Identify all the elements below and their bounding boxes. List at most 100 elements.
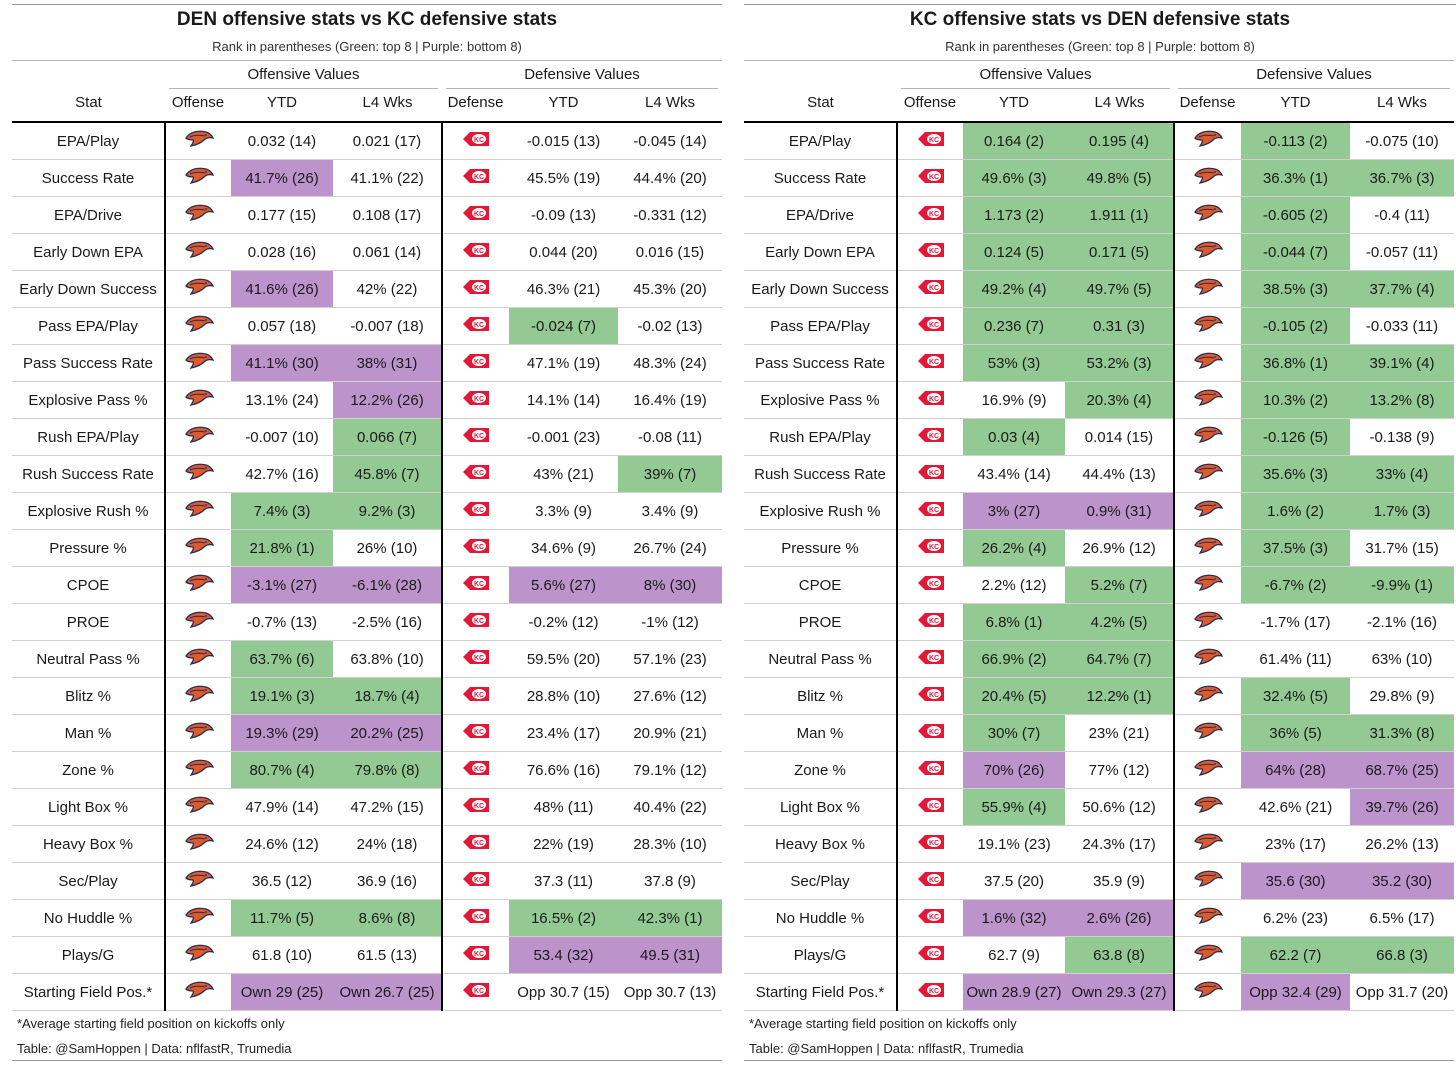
offense-ytd-value: 20.4% (5): [963, 677, 1065, 715]
chiefs-logo: KC: [917, 870, 945, 892]
defense-l4-value: 48.3% (24): [618, 344, 722, 382]
chiefs-logo: KC: [917, 500, 945, 522]
stat-name: PROE: [12, 603, 166, 641]
chiefs-logo: KC: [917, 759, 945, 781]
svg-text:KC: KC: [928, 174, 938, 181]
offense-team-logo: KC: [897, 344, 963, 382]
offense-team-logo: KC: [897, 825, 963, 863]
column-header-off-l4[interactable]: L4 Wks: [1094, 94, 1145, 111]
offense-team-logo: [165, 714, 231, 752]
broncos-logo: [184, 314, 214, 338]
defense-ytd-value: 34.6% (9): [509, 529, 618, 567]
offense-l4-value: 61.5 (13): [333, 936, 443, 974]
offense-team-logo: KC: [897, 529, 963, 567]
broncos-logo: [184, 203, 214, 227]
offense-l4-value: 35.9 (9): [1065, 862, 1175, 900]
svg-text:KC: KC: [474, 803, 484, 810]
column-header-off-ytd[interactable]: YTD: [267, 94, 297, 111]
table-row: Pass EPA/Play KC 0.236 (7) 0.31 (3) -0.105 (…: [744, 307, 1454, 345]
defense-team-logo: KC: [442, 640, 509, 678]
table-row: Light Box % 47.9% (14) 47.2% (15) KC 48% (11…: [12, 788, 722, 826]
table-subtitle: Rank in parentheses (Green: top 8 | Purp…: [945, 39, 1255, 54]
offense-team-logo: KC: [897, 751, 963, 789]
offense-team-logo: [165, 455, 231, 493]
svg-text:KC: KC: [928, 396, 938, 403]
column-header-def-l4[interactable]: L4 Wks: [644, 94, 695, 111]
defense-l4-value: 39% (7): [618, 455, 722, 493]
offense-ytd-value: 49.6% (3): [963, 159, 1065, 197]
column-header-offense[interactable]: Offense: [171, 94, 225, 111]
defense-ytd-value: 53.4 (32): [509, 936, 618, 974]
svg-text:KC: KC: [474, 396, 484, 403]
column-header-def-l4[interactable]: L4 Wks: [1376, 94, 1427, 111]
defense-team-logo: [1174, 714, 1241, 752]
broncos-logo: [1193, 240, 1224, 264]
stat-name: Zone %: [12, 751, 166, 789]
chiefs-logo: KC: [462, 648, 490, 670]
table-row: Success Rate KC 49.6% (3) 49.8% (5) 36.3% (1…: [744, 159, 1454, 197]
column-header-offense[interactable]: Offense: [903, 94, 957, 111]
offense-l4-value: 0.195 (4): [1065, 121, 1175, 160]
defense-team-logo: [1174, 270, 1241, 308]
column-header-stat[interactable]: Stat: [75, 94, 102, 111]
defense-l4-value: 16.4% (19): [618, 381, 722, 419]
stat-name: Light Box %: [744, 788, 898, 826]
chiefs-logo: KC: [462, 870, 490, 892]
chiefs-logo: KC: [462, 981, 490, 1003]
stat-name: Zone %: [744, 751, 898, 789]
svg-text:KC: KC: [928, 544, 938, 551]
defense-l4-value: Opp 30.7 (13): [618, 973, 722, 1011]
stat-name: Early Down EPA: [744, 233, 898, 271]
offense-team-logo: [165, 973, 231, 1011]
column-header-defense[interactable]: Defense: [1179, 94, 1236, 111]
offense-ytd-value: 0.124 (5): [963, 233, 1065, 271]
column-header-def-ytd[interactable]: YTD: [1280, 94, 1311, 111]
offense-l4-value: 23% (21): [1065, 714, 1175, 752]
footnote: *Average starting field position on kick…: [749, 1016, 1017, 1031]
defense-ytd-value: -0.126 (5): [1241, 418, 1350, 456]
table-row: Man % KC 30% (7) 23% (21) 36% (5) 31.3% (8): [744, 714, 1454, 752]
offense-l4-value: 2.6% (26): [1065, 899, 1175, 937]
column-header-off-ytd[interactable]: YTD: [999, 94, 1029, 111]
defense-ytd-value: 64% (28): [1241, 751, 1350, 789]
defense-l4-value: -2.1% (16): [1350, 603, 1454, 641]
offense-ytd-value: 47.9% (14): [231, 788, 333, 826]
table-row: Zone % KC 70% (26) 77% (12) 64% (28) 68.7% (2…: [744, 751, 1454, 789]
defense-l4-value: -0.033 (11): [1350, 307, 1454, 345]
offense-team-logo: [165, 862, 231, 900]
broncos-logo: [184, 499, 214, 523]
stat-name: EPA/Play: [744, 121, 898, 160]
defense-team-logo: [1174, 566, 1241, 604]
defense-l4-value: 63% (10): [1350, 640, 1454, 678]
offense-ytd-value: 30% (7): [963, 714, 1065, 752]
table-row: Pressure % 21.8% (1) 26% (10) KC 34.6% (9) 26…: [12, 529, 722, 567]
defense-l4-value: 6.5% (17): [1350, 899, 1454, 937]
chiefs-logo: KC: [462, 796, 490, 818]
column-header-defense[interactable]: Defense: [447, 94, 504, 111]
defense-l4-value: 31.7% (15): [1350, 529, 1454, 567]
offense-team-logo: [165, 936, 231, 974]
svg-text:KC: KC: [474, 692, 484, 699]
defense-ytd-value: -0.2% (12): [509, 603, 618, 641]
stat-name: Rush EPA/Play: [12, 418, 166, 456]
chiefs-logo: KC: [917, 389, 945, 411]
defense-ytd-value: 76.6% (16): [509, 751, 618, 789]
defense-ytd-value: 36% (5): [1241, 714, 1350, 752]
defense-team-logo: [1174, 677, 1241, 715]
svg-text:KC: KC: [474, 470, 484, 477]
offensive-values-header: Offensive Values: [169, 66, 438, 89]
offense-team-logo: KC: [897, 677, 963, 715]
broncos-logo: [1193, 906, 1224, 930]
offense-l4-value: 47.2% (15): [333, 788, 443, 826]
offense-l4-value: -2.5% (16): [333, 603, 443, 641]
offense-team-logo: [165, 159, 231, 197]
defense-ytd-value: 45.5% (19): [509, 159, 618, 197]
defense-team-logo: KC: [442, 603, 509, 641]
column-header-stat[interactable]: Stat: [807, 94, 834, 111]
defense-team-logo: [1174, 603, 1241, 641]
offense-ytd-value: -0.007 (10): [231, 418, 333, 456]
table-row: CPOE -3.1% (27) -6.1% (28) KC 5.6% (27) 8% (3…: [12, 566, 722, 604]
column-header-off-l4[interactable]: L4 Wks: [362, 94, 413, 111]
column-header-def-ytd[interactable]: YTD: [548, 94, 579, 111]
offense-ytd-value: 41.1% (30): [231, 344, 333, 382]
